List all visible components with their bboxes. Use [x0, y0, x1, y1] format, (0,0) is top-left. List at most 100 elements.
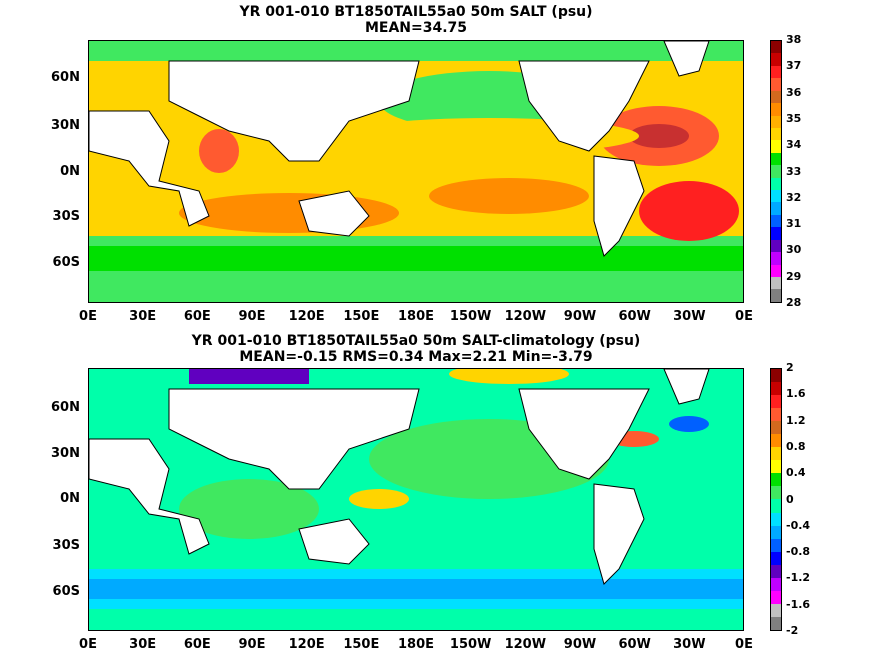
panel2-title: YR 001-010 BT1850TAIL55a0 50m SALT-clima… — [191, 333, 641, 349]
colorbar-swatch — [771, 140, 781, 153]
x-tick-label: 60W — [618, 637, 651, 652]
colorbar-label: 1.2 — [786, 413, 806, 427]
colorbar-swatch — [771, 447, 781, 461]
panel1-subtitle: MEAN=34.75 — [364, 20, 468, 36]
x-tick-label: 150W — [449, 309, 492, 324]
colorbar-swatch — [771, 202, 781, 215]
colorbar-label: -2 — [786, 624, 799, 637]
colorbar-label: 37 — [786, 59, 802, 73]
colorbar-label: 33 — [786, 164, 802, 178]
colorbar-label: 32 — [786, 190, 802, 204]
colorbar-label: -0.4 — [786, 518, 811, 532]
panel1-ylabel-60n: 60N — [51, 70, 80, 85]
colorbar-label: 28 — [786, 296, 802, 309]
colorbar-swatch — [771, 152, 781, 166]
colorbar-label: 38 — [786, 33, 802, 46]
colorbar-swatch — [771, 264, 781, 278]
x-tick-label: 150E — [343, 309, 380, 324]
colorbar-swatch — [771, 177, 781, 191]
colorbar-swatch — [771, 473, 781, 487]
colorbar-label: 1.6 — [786, 387, 806, 401]
x-tick-label: 30E — [129, 309, 157, 324]
panel2-subtitle: MEAN=-0.15 RMS=0.34 Max=2.21 Min=-3.79 — [239, 349, 593, 365]
x-tick-label: 0E — [735, 637, 753, 652]
panel1-ylabel-60s: 60S — [52, 255, 80, 270]
colorbar-swatch — [771, 551, 781, 565]
panel1-map — [88, 40, 744, 303]
colorbar-swatch — [771, 408, 781, 422]
colorbar-label: 0.8 — [786, 439, 806, 453]
x-tick-label: 60E — [183, 637, 211, 652]
x-tick-label: 120E — [288, 637, 325, 652]
panel1-ylabel-30n: 30N — [51, 118, 80, 133]
panel1-title: YR 001-010 BT1850TAIL55a0 50m SALT (psu) — [239, 4, 593, 20]
colorbar-swatch — [771, 165, 781, 178]
colorbar-label: 31 — [786, 217, 802, 231]
colorbar-swatch — [771, 115, 781, 128]
colorbar-label: 2 — [786, 361, 794, 374]
colorbar-label: 35 — [786, 111, 802, 125]
x-tick-label: 90W — [563, 637, 597, 652]
colorbar-swatch — [771, 90, 781, 104]
colorbar-swatch — [771, 603, 781, 617]
colorbar-swatch — [771, 382, 781, 396]
colorbar-label: -1.2 — [786, 571, 811, 585]
x-tick-label: 90W — [563, 309, 597, 324]
colorbar-swatch — [771, 525, 781, 539]
colorbar-swatch — [771, 227, 781, 240]
x-tick-label: 180E — [397, 309, 435, 324]
colorbar-swatch — [771, 564, 781, 578]
panel1-ylabel-30s: 30S — [52, 209, 80, 224]
colorbar-swatch — [771, 239, 781, 253]
colorbar-label: -0.8 — [786, 545, 811, 559]
colorbar-swatch — [771, 460, 781, 474]
x-tick-label: 120E — [288, 309, 325, 324]
colorbar-swatch — [771, 53, 781, 66]
x-tick-label: 30W — [673, 309, 706, 324]
colorbar-swatch — [771, 434, 781, 448]
colorbar-swatch — [771, 538, 781, 552]
colorbar-swatch — [771, 590, 781, 604]
colorbar-swatch — [771, 65, 781, 79]
panel1-ylabel-0n: 0N — [60, 164, 80, 179]
colorbar-swatch — [771, 395, 781, 409]
x-tick-label: 0E — [79, 637, 97, 652]
panel2-ylabel-60n: 60N — [51, 400, 80, 415]
x-tick-label: 90E — [238, 637, 266, 652]
x-tick-label: 150E — [343, 637, 380, 652]
x-tick-label: 0E — [735, 309, 753, 324]
x-tick-label: 30W — [673, 637, 706, 652]
panel2-ylabel-0n: 0N — [60, 491, 80, 506]
colorbar-swatch — [771, 512, 781, 526]
x-tick-label: 0E — [79, 309, 97, 324]
colorbar-swatch — [771, 127, 781, 141]
x-tick-label: 150W — [449, 637, 492, 652]
colorbar-swatch — [771, 190, 781, 203]
colorbar-label: -1.6 — [786, 597, 811, 611]
colorbar-swatch — [771, 486, 781, 500]
x-tick-label: 60E — [183, 309, 211, 324]
panel2-colorbar — [770, 368, 782, 631]
colorbar-label: 0 — [786, 492, 794, 506]
x-tick-label: 180E — [397, 637, 435, 652]
colorbar-swatch — [771, 277, 781, 290]
x-tick-label: 60W — [618, 309, 651, 324]
x-tick-label: 90E — [238, 309, 266, 324]
colorbar-swatch — [771, 78, 781, 91]
colorbar-swatch — [771, 103, 781, 116]
colorbar-swatch — [771, 289, 781, 302]
panel2-ylabel-30n: 30N — [51, 446, 80, 461]
colorbar-swatch — [771, 421, 781, 435]
colorbar-swatch — [771, 214, 781, 228]
panel2-ylabel-30s: 30S — [52, 538, 80, 553]
colorbar-swatch — [771, 41, 781, 54]
x-tick-label: 120W — [504, 309, 547, 324]
colorbar-swatch — [771, 499, 781, 513]
colorbar-swatch — [771, 369, 781, 383]
x-tick-label: 30E — [129, 637, 157, 652]
colorbar-label: 34 — [786, 138, 802, 152]
colorbar-swatch — [771, 616, 781, 630]
panel2-map — [88, 364, 744, 631]
panel2-ylabel-60s: 60S — [52, 584, 80, 599]
colorbar-swatch — [771, 252, 781, 265]
